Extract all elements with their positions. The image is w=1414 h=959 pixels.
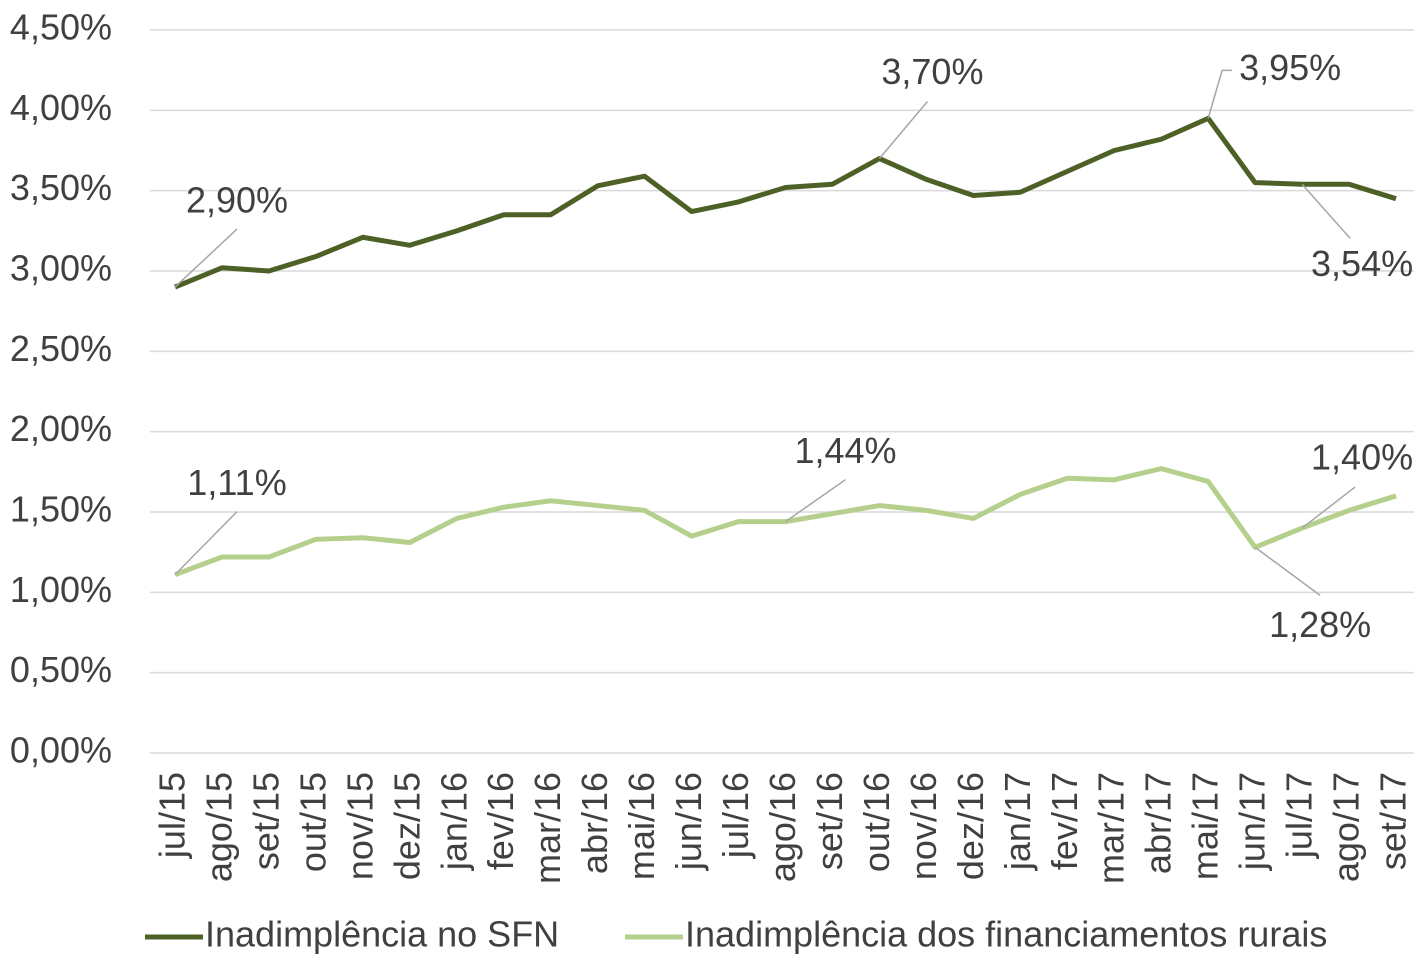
data-label: 3,70% — [881, 51, 983, 92]
y-tick-label: 4,50% — [10, 7, 112, 48]
x-tick-label: jun/17 — [1232, 772, 1273, 871]
x-tick-label: jan/17 — [997, 772, 1038, 871]
x-tick-label: mar/16 — [527, 772, 568, 884]
leader-line — [1301, 183, 1351, 239]
leader-line — [174, 228, 238, 288]
x-tick-label: nov/16 — [903, 772, 944, 880]
x-tick-label: mai/17 — [1185, 772, 1226, 880]
y-tick-label: 2,00% — [10, 408, 112, 449]
x-tick-label: dez/15 — [386, 772, 427, 880]
data-label: 1,44% — [794, 430, 896, 471]
leader-line — [1254, 546, 1321, 596]
data-label: 3,54% — [1311, 243, 1413, 284]
x-tick-label: abr/16 — [574, 772, 615, 874]
x-tick-label: jul/17 — [1279, 772, 1320, 859]
x-tick-label: jul/16 — [715, 772, 756, 859]
x-tick-label: out/15 — [292, 772, 333, 872]
data-label: 2,90% — [186, 180, 288, 221]
x-tick-label: fev/17 — [1044, 772, 1085, 870]
x-tick-label: mai/16 — [621, 772, 662, 880]
x-tick-label: dez/16 — [950, 772, 991, 880]
leader-line — [878, 101, 928, 160]
x-tick-label: abr/17 — [1138, 772, 1179, 874]
data-label: 1,11% — [187, 462, 286, 503]
y-tick-label: 1,00% — [10, 569, 112, 610]
x-tick-label: ago/16 — [762, 772, 803, 882]
x-tick-label: mar/17 — [1091, 772, 1132, 884]
data-label: 3,95% — [1239, 47, 1341, 88]
x-tick-label: set/16 — [809, 772, 850, 870]
legend-label: Inadimplência dos financiamentos rurais — [685, 914, 1327, 955]
x-tick-label: nov/15 — [339, 772, 380, 880]
y-tick-label: 3,00% — [10, 248, 112, 289]
leader-line — [1301, 486, 1356, 529]
x-tick-label: ago/15 — [198, 772, 239, 882]
x-tick-label: jun/16 — [668, 772, 709, 871]
data-label: 1,28% — [1269, 604, 1371, 645]
leader-line — [785, 479, 846, 523]
y-tick-label: 0,00% — [10, 730, 112, 771]
y-tick-label: 4,00% — [10, 87, 112, 128]
legend-label: Inadimplência no SFN — [205, 914, 559, 955]
x-tick-label: set/17 — [1373, 772, 1414, 870]
y-tick-label: 1,50% — [10, 489, 112, 530]
x-tick-label: jul/15 — [152, 772, 193, 859]
y-tick-label: 0,50% — [10, 649, 112, 690]
x-tick-label: jan/16 — [433, 772, 474, 871]
x-tick-label: set/15 — [245, 772, 286, 870]
x-tick-label: out/16 — [856, 772, 897, 872]
data-label: 1,40% — [1311, 437, 1413, 478]
x-tick-label: fev/16 — [480, 772, 521, 870]
y-tick-label: 2,50% — [10, 328, 112, 369]
leader-line — [174, 511, 238, 576]
x-tick-label: ago/17 — [1326, 772, 1367, 882]
leader-line — [1207, 69, 1233, 119]
y-tick-label: 3,50% — [10, 167, 112, 208]
data-line — [174, 115, 1397, 290]
